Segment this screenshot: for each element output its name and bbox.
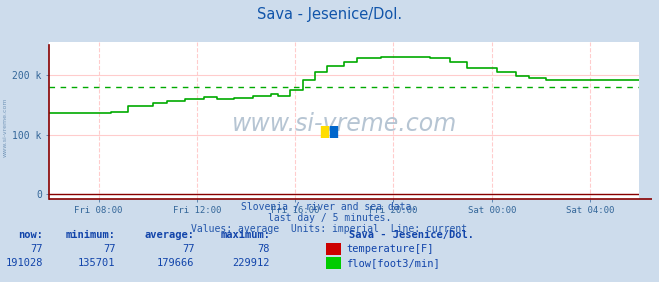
Text: 229912: 229912 [233, 259, 270, 268]
Text: Slovenia / river and sea data.: Slovenia / river and sea data. [241, 202, 418, 212]
Text: now:: now: [18, 230, 43, 240]
Text: www.si-vreme.com: www.si-vreme.com [232, 112, 457, 136]
Text: 77: 77 [103, 244, 115, 254]
Text: 78: 78 [258, 244, 270, 254]
Text: 135701: 135701 [78, 259, 115, 268]
Text: 191028: 191028 [5, 259, 43, 268]
Text: www.si-vreme.com: www.si-vreme.com [3, 97, 8, 157]
Text: Sava - Jesenice/Dol.: Sava - Jesenice/Dol. [349, 230, 474, 240]
Text: maximum:: maximum: [220, 230, 270, 240]
Text: flow[foot3/min]: flow[foot3/min] [346, 259, 440, 268]
Text: Values: average  Units: imperial  Line: current: Values: average Units: imperial Line: cu… [191, 224, 468, 234]
Text: average:: average: [144, 230, 194, 240]
Text: minimum:: minimum: [65, 230, 115, 240]
Text: Sava - Jesenice/Dol.: Sava - Jesenice/Dol. [257, 7, 402, 22]
Text: 179666: 179666 [157, 259, 194, 268]
Text: 77: 77 [182, 244, 194, 254]
Text: temperature[F]: temperature[F] [346, 244, 434, 254]
Text: 77: 77 [30, 244, 43, 254]
Text: last day / 5 minutes.: last day / 5 minutes. [268, 213, 391, 223]
